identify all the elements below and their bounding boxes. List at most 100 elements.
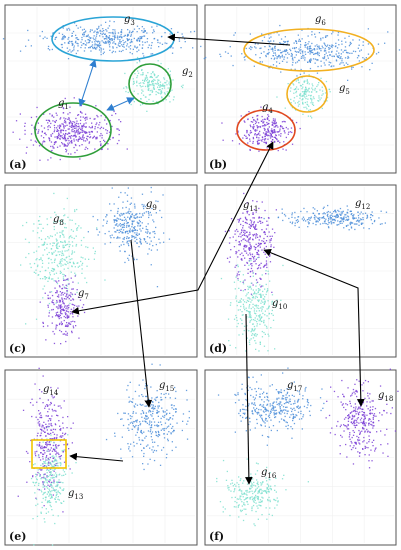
point (371, 222, 374, 225)
point (67, 308, 69, 310)
point (67, 113, 69, 115)
point (256, 412, 258, 414)
point (251, 333, 254, 335)
point (244, 257, 246, 259)
point (372, 417, 374, 419)
point (134, 390, 137, 393)
point (62, 489, 64, 491)
point (56, 447, 58, 449)
point (66, 310, 68, 312)
point (56, 254, 58, 256)
point (62, 482, 64, 484)
point (67, 267, 69, 269)
point (157, 79, 159, 81)
point (347, 216, 350, 218)
point (271, 404, 273, 406)
point (316, 44, 318, 46)
point (55, 444, 57, 446)
point (278, 397, 280, 399)
point (251, 299, 253, 301)
point (171, 407, 173, 409)
point (333, 215, 336, 217)
point (66, 315, 68, 317)
point (63, 309, 65, 312)
point (347, 57, 349, 59)
point (61, 298, 63, 300)
point (71, 123, 73, 125)
point (250, 315, 252, 317)
point (53, 470, 55, 472)
point (268, 317, 270, 320)
point (252, 116, 254, 119)
point (156, 412, 158, 414)
point (304, 57, 306, 59)
point (291, 212, 293, 214)
point (45, 478, 47, 480)
point (363, 227, 365, 229)
point (235, 314, 237, 317)
point (364, 379, 367, 382)
point (244, 289, 246, 291)
point (146, 76, 148, 79)
point (56, 137, 58, 140)
point (58, 294, 60, 296)
point (294, 409, 296, 411)
point (142, 90, 144, 92)
point (112, 33, 114, 35)
point (242, 299, 244, 301)
point (73, 121, 76, 123)
point (142, 82, 144, 84)
point (53, 228, 55, 231)
point (58, 127, 61, 129)
point (266, 266, 268, 269)
point (145, 75, 148, 77)
point (286, 396, 288, 399)
point (133, 441, 135, 443)
point (129, 231, 131, 233)
point (53, 273, 55, 275)
point (59, 462, 61, 464)
point (362, 448, 364, 450)
point (89, 37, 91, 40)
point (141, 89, 143, 91)
point (54, 458, 56, 460)
point (75, 131, 78, 133)
point (362, 41, 364, 43)
point (347, 215, 349, 217)
point (258, 316, 261, 318)
point (250, 282, 252, 284)
point (272, 319, 275, 321)
point (273, 401, 275, 403)
point (286, 49, 288, 52)
point (106, 123, 108, 125)
point (257, 141, 259, 143)
point (126, 200, 129, 202)
point (236, 228, 238, 231)
point (66, 444, 68, 446)
point (61, 313, 63, 315)
point (278, 411, 281, 413)
point (157, 60, 159, 62)
point (263, 303, 265, 305)
point (116, 219, 118, 222)
point (49, 485, 51, 487)
point (44, 499, 47, 501)
point (300, 68, 302, 71)
point (274, 120, 276, 122)
point (57, 125, 59, 127)
point (93, 35, 95, 37)
point (381, 414, 383, 416)
point (118, 50, 121, 52)
point (73, 131, 75, 133)
point (75, 40, 77, 42)
point (57, 405, 59, 407)
point (274, 49, 276, 51)
point (105, 42, 107, 44)
point (42, 441, 44, 443)
point (262, 420, 264, 422)
point (59, 260, 61, 262)
point (290, 55, 292, 57)
point (95, 136, 97, 139)
point (380, 398, 382, 400)
point (127, 216, 129, 218)
